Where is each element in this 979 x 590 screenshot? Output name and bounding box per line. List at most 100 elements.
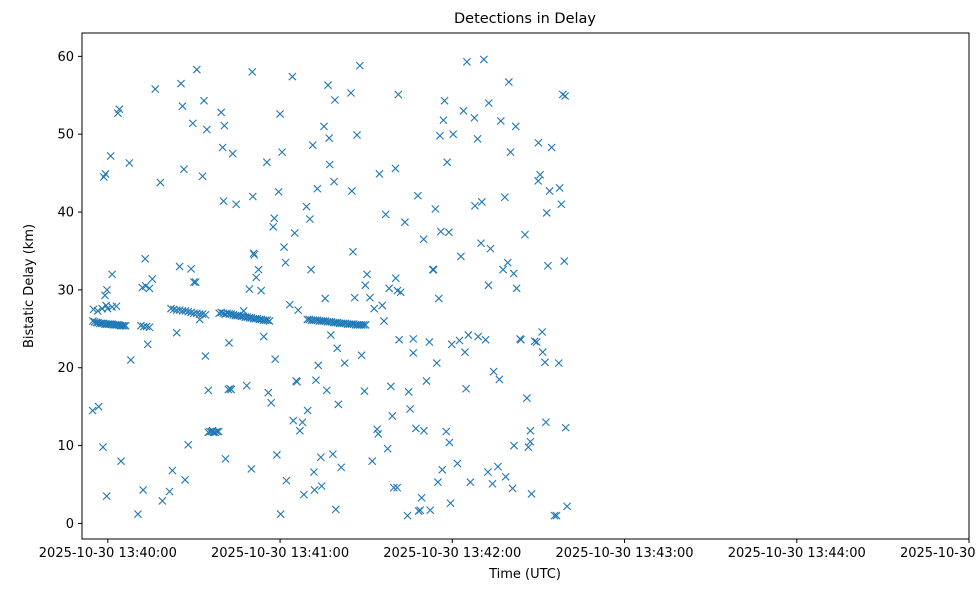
- data-point: [184, 440, 193, 449]
- data-point: [416, 506, 425, 515]
- data-point: [121, 321, 130, 330]
- data-point: [333, 344, 342, 353]
- data-point: [493, 462, 502, 471]
- data-point: [403, 511, 412, 520]
- data-point: [309, 468, 318, 477]
- data-point: [310, 485, 319, 494]
- data-point: [464, 331, 473, 340]
- data-point: [89, 305, 98, 314]
- data-point: [285, 300, 294, 309]
- data-point: [555, 183, 564, 192]
- data-point: [303, 406, 312, 415]
- data-point: [522, 394, 531, 403]
- data-point: [391, 274, 400, 283]
- data-point: [409, 334, 418, 343]
- data-point: [328, 450, 337, 459]
- data-point: [201, 352, 210, 361]
- data-point: [188, 119, 197, 128]
- data-point: [388, 412, 397, 420]
- data-point: [172, 328, 181, 337]
- data-point: [545, 187, 554, 196]
- data-point: [422, 376, 431, 385]
- data-point: [125, 159, 134, 167]
- data-point: [554, 359, 563, 368]
- data-point: [249, 249, 258, 258]
- data-point: [178, 102, 187, 111]
- data-point: [227, 385, 236, 394]
- data-point: [520, 230, 529, 239]
- data-point: [139, 485, 148, 494]
- data-point: [542, 208, 551, 217]
- data-point: [534, 138, 543, 147]
- data-point: [394, 90, 403, 99]
- data-point: [145, 323, 154, 332]
- data-point: [324, 81, 332, 90]
- x-tick-label: 2025-10-30 13:45:00: [900, 546, 979, 561]
- y-axis-label: Bistatic Delay (km): [22, 224, 37, 348]
- data-point: [166, 304, 175, 313]
- data-point: [417, 493, 426, 502]
- data-point: [322, 386, 331, 395]
- data-point: [252, 273, 261, 282]
- data-point: [550, 511, 559, 520]
- data-point: [547, 143, 556, 152]
- data-point: [143, 340, 152, 349]
- data-point: [459, 106, 468, 115]
- data-point: [330, 95, 339, 104]
- data-point: [248, 67, 257, 76]
- data-point: [396, 288, 405, 297]
- data-point: [294, 306, 303, 315]
- data-point: [177, 79, 186, 88]
- data-point: [543, 261, 552, 270]
- data-point: [98, 443, 107, 452]
- data-point: [270, 214, 279, 223]
- data-point: [232, 200, 241, 209]
- data-point: [119, 321, 128, 330]
- data-point: [439, 116, 448, 125]
- data-point: [447, 340, 456, 349]
- data-point: [103, 304, 112, 313]
- data-point: [202, 125, 211, 134]
- data-point: [212, 427, 221, 436]
- data-point: [488, 479, 497, 488]
- data-point: [474, 332, 483, 341]
- data-point: [361, 320, 370, 329]
- data-point: [313, 184, 322, 193]
- data-point: [477, 197, 486, 206]
- data-point: [374, 429, 383, 438]
- data-point: [406, 405, 415, 413]
- data-point: [561, 92, 570, 101]
- data-point: [538, 327, 547, 336]
- data-point: [419, 235, 428, 244]
- data-point: [106, 152, 115, 160]
- data-point: [298, 418, 307, 427]
- data-point: [288, 72, 297, 81]
- data-point: [350, 293, 359, 302]
- x-tick-label: 2025-10-30 13:42:00: [383, 546, 521, 561]
- data-point: [156, 178, 165, 187]
- data-point: [393, 483, 402, 492]
- x-tick-label: 2025-10-30 13:41:00: [211, 546, 349, 561]
- data-point: [189, 278, 198, 287]
- data-point: [495, 375, 504, 384]
- data-point: [259, 332, 268, 341]
- data-point: [503, 258, 512, 267]
- data-point: [148, 275, 157, 283]
- data-point: [187, 264, 196, 273]
- data-point: [383, 444, 392, 453]
- data-point: [511, 122, 520, 131]
- data-point: [347, 187, 356, 196]
- data-point: [295, 426, 304, 435]
- data-point: [289, 416, 298, 425]
- data-point: [445, 438, 454, 447]
- data-point: [274, 187, 283, 196]
- data-point: [99, 173, 108, 182]
- data-point: [181, 306, 190, 315]
- data-point: [263, 316, 272, 325]
- data-point: [508, 484, 517, 493]
- data-point: [357, 320, 366, 329]
- data-point: [337, 463, 346, 472]
- data-point: [365, 293, 374, 302]
- data-point: [175, 262, 184, 271]
- data-point: [509, 269, 518, 278]
